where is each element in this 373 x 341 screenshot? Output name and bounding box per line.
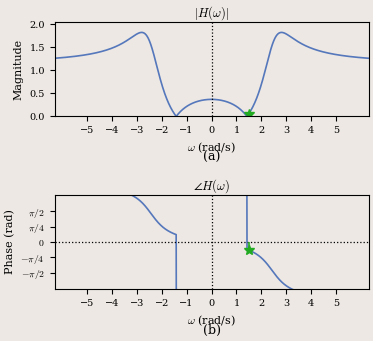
Title: $|H(\omega)|$: $|H(\omega)|$ <box>194 4 229 22</box>
Title: $\angle H(\omega)$: $\angle H(\omega)$ <box>193 177 230 195</box>
Text: (a): (a) <box>203 151 220 164</box>
Y-axis label: Phase (rad): Phase (rad) <box>4 210 15 275</box>
X-axis label: $\omega$ (rad/s): $\omega$ (rad/s) <box>187 313 236 328</box>
Y-axis label: Magnitude: Magnitude <box>14 39 24 100</box>
Text: (b): (b) <box>203 324 220 337</box>
X-axis label: $\omega$ (rad/s): $\omega$ (rad/s) <box>187 141 236 155</box>
